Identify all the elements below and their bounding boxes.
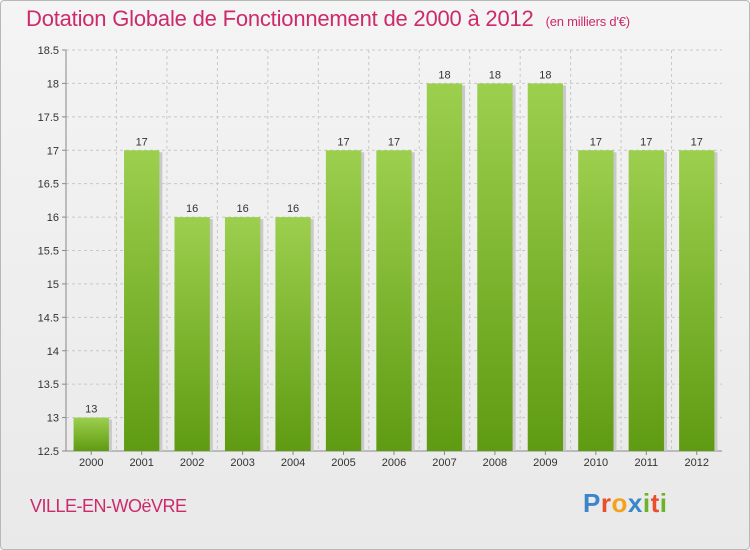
commune-name: VILLE-EN-WOëVRE	[30, 496, 187, 516]
bar	[679, 150, 715, 451]
x-tick-label: 2001	[129, 457, 153, 469]
y-tick-label: 14	[47, 346, 59, 358]
logo-letter: P	[583, 488, 601, 518]
bar-value-label: 18	[489, 69, 501, 81]
labels: 12.5 13 13.5 14 14.5 15 15.5 16 16.5 17 17.5 18 18.5…	[38, 45, 709, 469]
logo-letter: t	[650, 488, 660, 518]
bar-value-label: 16	[186, 203, 198, 215]
bar	[73, 417, 109, 451]
bar-value-label: 18	[539, 69, 551, 81]
bar	[527, 83, 564, 452]
bar	[275, 217, 311, 451]
x-tick-label: 2011	[634, 457, 658, 469]
x-tick-label: 2008	[483, 457, 507, 469]
bar-value-label: 17	[590, 136, 602, 148]
y-tick-label: 15.5	[38, 246, 59, 258]
logo-letter: r	[600, 488, 612, 518]
bar	[124, 150, 160, 451]
proxiti-logo[interactable]: Proxiti	[583, 488, 667, 519]
y-tick-label: 17	[47, 145, 59, 157]
bar-value-label: 18	[438, 69, 450, 81]
x-tick-label: 2004	[281, 457, 305, 469]
x-tick-label: 2009	[533, 457, 557, 469]
y-tick-label: 18	[47, 78, 59, 90]
bar	[578, 150, 614, 451]
y-tick-label: 13	[47, 413, 59, 425]
logo-letter: i	[642, 488, 651, 518]
chart-title: Dotation Globale de Fonctionnement de 20…	[26, 6, 630, 32]
y-tick-label: 16	[47, 212, 59, 224]
chart-title-text: Dotation Globale de Fonctionnement de 20…	[26, 6, 534, 31]
bar-value-label: 17	[136, 136, 148, 148]
bar-value-label: 13	[85, 404, 97, 416]
y-tick-label: 13.5	[38, 379, 59, 391]
bar	[376, 150, 412, 451]
bar-value-label: 17	[640, 136, 652, 148]
bar	[224, 217, 261, 451]
logo-letter: x	[627, 488, 643, 518]
y-tick-label: 12.5	[38, 446, 59, 458]
y-tick-label: 15	[47, 279, 59, 291]
bar-value-label: 17	[691, 136, 703, 148]
bar	[477, 83, 513, 452]
bar-value-label: 16	[287, 203, 299, 215]
bar	[174, 217, 210, 451]
y-tick-label: 14.5	[38, 312, 59, 324]
x-tick-label: 2000	[79, 457, 103, 469]
x-tick-label: 2005	[331, 457, 355, 469]
x-tick-label: 2006	[382, 457, 406, 469]
bar	[628, 150, 664, 451]
bar-value-label: 17	[337, 136, 349, 148]
y-tick-label: 16.5	[38, 179, 59, 191]
bar-value-label: 17	[388, 136, 400, 148]
x-tick-label: 2003	[230, 457, 254, 469]
y-tick-label: 18.5	[38, 45, 59, 57]
logo-letter: o	[611, 488, 628, 518]
x-tick-label: 2002	[180, 457, 204, 469]
bar	[426, 83, 463, 452]
x-tick-label: 2007	[432, 457, 456, 469]
bar-value-label: 16	[236, 203, 248, 215]
x-tick-label: 2012	[685, 457, 709, 469]
logo-letter: i	[659, 488, 668, 518]
chart-subtitle: (en milliers d'€)	[545, 14, 631, 29]
y-tick-label: 17.5	[38, 112, 59, 124]
bar	[325, 150, 362, 451]
bars	[73, 83, 718, 452]
x-tick-label: 2010	[584, 457, 608, 469]
